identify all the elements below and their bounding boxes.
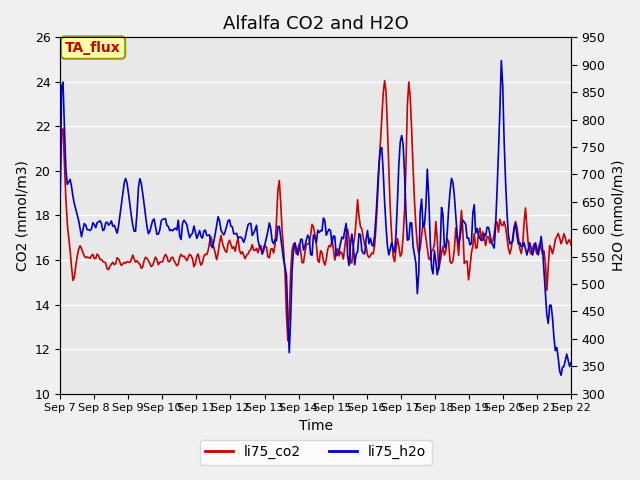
Title: Alfalfa CO2 and H2O: Alfalfa CO2 and H2O — [223, 15, 408, 33]
Y-axis label: CO2 (mmol/m3): CO2 (mmol/m3) — [15, 160, 29, 271]
Legend: li75_co2, li75_h2o: li75_co2, li75_h2o — [200, 440, 431, 465]
Y-axis label: H2O (mmol/m3): H2O (mmol/m3) — [611, 160, 625, 271]
Text: TA_flux: TA_flux — [65, 41, 121, 55]
X-axis label: Time: Time — [299, 419, 333, 433]
